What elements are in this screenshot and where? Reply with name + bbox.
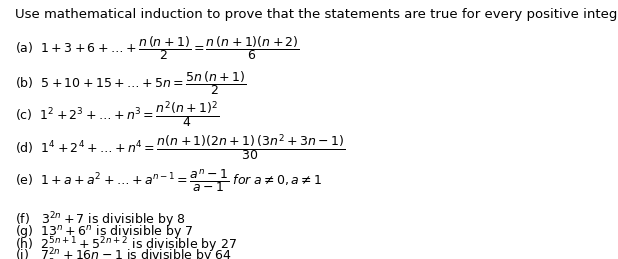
Text: (d)  $1^4+2^4+\ldots+n^4=\dfrac{n(n+1)(2n+1)\,(3n^2+3n-1)}{30}$: (d) $1^4+2^4+\ldots+n^4=\dfrac{n(n+1)(2n… (15, 132, 345, 163)
Text: (g)  $13^n+6^n$ is divisible by $7$: (g) $13^n+6^n$ is divisible by $7$ (15, 223, 193, 240)
Text: (a)  $1+3+6+\ldots+\dfrac{n\,(n+1)}{2}=\dfrac{n\,(n+1)(n+2)}{6}$: (a) $1+3+6+\ldots+\dfrac{n\,(n+1)}{2}=\d… (15, 34, 300, 62)
Text: (b)  $5+10+15+\ldots+5n=\dfrac{5n\,(n+1)}{2}$: (b) $5+10+15+\ldots+5n=\dfrac{5n\,(n+1)}… (15, 69, 247, 97)
Text: (j)   $n^3-n$ is divisible by $3$: (j) $n^3-n$ is divisible by $3$ (15, 258, 180, 259)
Text: (c)  $1^2+2^3+\ldots+n^3=\dfrac{n^2(n+1)^2}{4}$: (c) $1^2+2^3+\ldots+n^3=\dfrac{n^2(n+1)^… (15, 100, 219, 130)
Text: (i)   $7^{2n}+16n-1$ is divisible by $64$: (i) $7^{2n}+16n-1$ is divisible by $64$ (15, 247, 232, 259)
Text: (e)  $1+a+a^2+\ldots+a^{n-1}=\dfrac{a^n-1}{a-1}$ $\mathit{for}\; a\neq 0, a\neq : (e) $1+a+a^2+\ldots+a^{n-1}=\dfrac{a^n-1… (15, 167, 323, 194)
Text: (f)   $3^{2n}+7$ is divisible by $8$: (f) $3^{2n}+7$ is divisible by $8$ (15, 210, 186, 230)
Text: (h)  $2^{5n+1}+5^{2n+2}$ is divisible by $27$: (h) $2^{5n+1}+5^{2n+2}$ is divisible by … (15, 235, 237, 255)
Text: Use mathematical induction to prove that the statements are true for every posit: Use mathematical induction to prove that… (15, 8, 618, 21)
